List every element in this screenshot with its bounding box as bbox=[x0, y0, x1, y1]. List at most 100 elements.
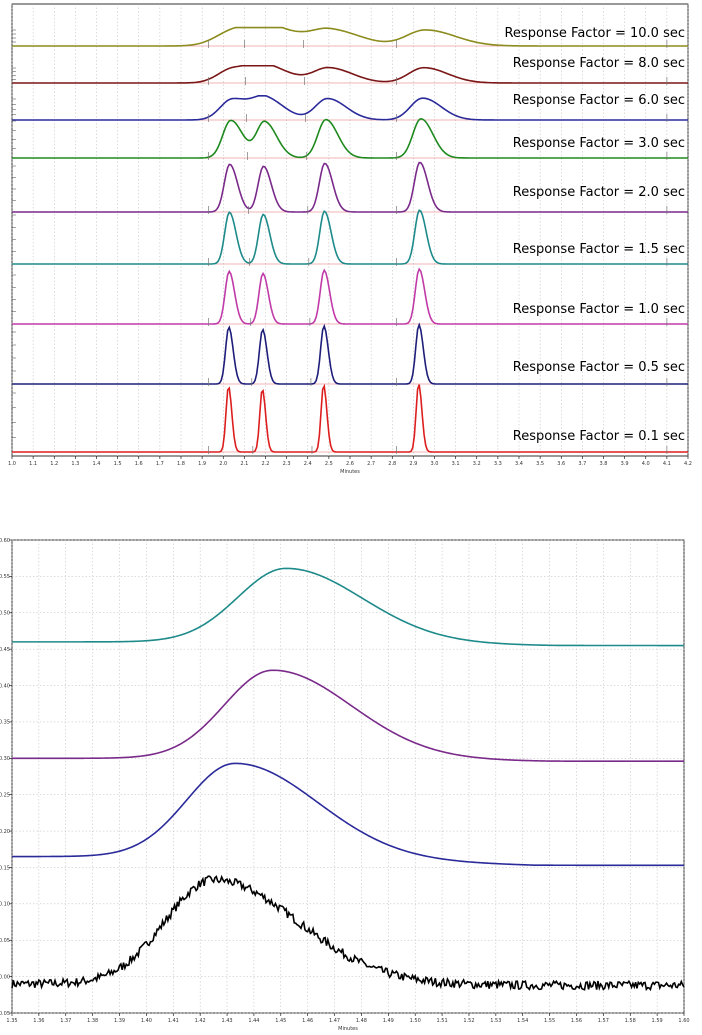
x-tick-label: 1.1 bbox=[29, 461, 37, 467]
y-tick-label: 0.10 bbox=[0, 902, 10, 908]
trace-response-factor-6-0-sec: Response Factor = 6.0 sec bbox=[12, 93, 688, 122]
y-tick-label: 0.45 bbox=[0, 647, 10, 653]
x-tick-label: 1.41 bbox=[168, 1018, 179, 1024]
trace-line bbox=[12, 209, 688, 265]
x-tick-label: 1.49 bbox=[383, 1018, 394, 1024]
trace-response-factor-10-0-sec: Response Factor = 10.0 sec bbox=[12, 26, 688, 48]
x-tick-label: 1.39 bbox=[114, 1018, 125, 1024]
y-tick-label: 0.40 bbox=[0, 683, 10, 689]
trace-response-factor-1-0-sec: Response Factor = 1.0 sec bbox=[12, 267, 688, 326]
x-tick-label: 1.44 bbox=[248, 1018, 259, 1024]
x-tick-label: 1.36 bbox=[33, 1018, 44, 1024]
x-tick-label: 1.57 bbox=[598, 1018, 609, 1024]
trace-line bbox=[12, 95, 688, 121]
x-tick-label: 1.4 bbox=[93, 461, 101, 467]
x-tick-label: 1.54 bbox=[517, 1018, 528, 1024]
x-tick-label: 3.1 bbox=[452, 461, 460, 467]
x-tick-label: 1.35 bbox=[6, 1018, 17, 1024]
y-tick-label: 0.55 bbox=[0, 574, 10, 580]
x-tick-label: 4.2 bbox=[684, 461, 692, 467]
x-tick-label: 3.3 bbox=[494, 461, 502, 467]
y-tick-label: 0.50 bbox=[0, 611, 10, 617]
x-axis-title: Minutes bbox=[340, 469, 360, 475]
trace-line bbox=[11, 874, 685, 992]
x-tick-label: 1.55 bbox=[544, 1018, 555, 1024]
trace-line bbox=[12, 383, 688, 453]
trace-line bbox=[12, 161, 688, 213]
trace-line bbox=[12, 64, 688, 84]
trace-response-factor-1-5-sec: Response Factor = 1.5 sec bbox=[12, 209, 688, 266]
plot-frame bbox=[11, 3, 689, 457]
x-tick-label: 1.5 bbox=[114, 461, 122, 467]
x-tick-label: 3.4 bbox=[515, 461, 523, 467]
zoomed-peak-chart: 1.35 1.36 1.37 1.38 1.39 1.40 1.41 1.42 1.43 1.44… bbox=[0, 538, 690, 1032]
response-factor-label: Response Factor = 8.0 sec bbox=[513, 56, 685, 71]
plot-frame bbox=[11, 539, 685, 1014]
x-tick-label: 2.3 bbox=[283, 461, 291, 467]
x-tick-label: 2.4 bbox=[304, 461, 312, 467]
x-tick-label: 2.8 bbox=[388, 461, 396, 467]
trace-line bbox=[12, 117, 688, 159]
x-tick-label: 1.42 bbox=[195, 1018, 206, 1024]
y-tick-label: 0.60 bbox=[0, 538, 10, 544]
x-tick-label: 2.1 bbox=[240, 461, 248, 467]
trace-response-factor-0-5-sec: Response Factor = 0.5 sec bbox=[12, 322, 688, 386]
x-tick-label: 1.7 bbox=[156, 461, 164, 467]
y-tick-label: 0.00 bbox=[0, 974, 10, 980]
trace-response-factor-8-0-sec: Response Factor = 8.0 sec bbox=[12, 56, 688, 85]
response-factor-label: Response Factor = 0.5 sec bbox=[513, 360, 685, 375]
x-tick-label: 1.59 bbox=[652, 1018, 663, 1024]
x-tick-label: 3.6 bbox=[557, 461, 565, 467]
x-tick-label: 1.8 bbox=[177, 461, 185, 467]
x-tick-label: 3.5 bbox=[536, 461, 544, 467]
response-factor-label: Response Factor = 0.1 sec bbox=[513, 429, 685, 444]
x-tick-label: 1.3 bbox=[71, 461, 79, 467]
x-tick-label: 2.2 bbox=[262, 461, 270, 467]
x-tick-label: 2.7 bbox=[367, 461, 375, 467]
y-tick-label: 0.25 bbox=[0, 792, 10, 798]
x-tick-label: 1.6 bbox=[135, 461, 143, 467]
y-tick-label: 0.20 bbox=[0, 829, 10, 835]
trace-line bbox=[12, 762, 684, 867]
trace-line bbox=[12, 567, 684, 647]
stacked-chromatogram-chart: 1.0 1.1 1.2 1.3 1.4 1.5 1.6 1.7 1.8 1.9 2.0 2.1 2.2 2… bbox=[8, 3, 692, 475]
y-tick-label: 0.05 bbox=[0, 938, 10, 944]
x-tick-label: 1.43 bbox=[221, 1018, 232, 1024]
x-tick-label: 1.48 bbox=[356, 1018, 367, 1024]
bottom-chart-panel: 1.35 1.36 1.37 1.38 1.39 1.40 1.41 1.42 1.43 1.44… bbox=[0, 530, 702, 1032]
x-tick-label: 1.2 bbox=[50, 461, 58, 467]
y-tick-label: 0.35 bbox=[0, 720, 10, 726]
x-tick-label: 1.46 bbox=[302, 1018, 313, 1024]
x-tick-label: 1.0 bbox=[8, 461, 16, 467]
response-factor-label: Response Factor = 1.0 sec bbox=[513, 302, 685, 317]
trace-response-factor-0-1-sec: Response Factor = 0.1 sec bbox=[12, 383, 688, 454]
trace-black-noisy-trace bbox=[11, 874, 685, 992]
x-tick-label: 1.51 bbox=[437, 1018, 448, 1024]
x-tick-label: 1.47 bbox=[329, 1018, 340, 1024]
x-tick-label: 1.50 bbox=[410, 1018, 421, 1024]
response-factor-label: Response Factor = 6.0 sec bbox=[513, 93, 685, 108]
response-factor-label: Response Factor = 1.5 sec bbox=[513, 242, 685, 257]
y-tick-label: -0.05 bbox=[0, 1011, 10, 1017]
trace-line bbox=[12, 26, 688, 47]
trace-purple-trace bbox=[12, 669, 684, 763]
trace-teal-trace bbox=[12, 567, 684, 647]
x-tick-label: 1.52 bbox=[463, 1018, 474, 1024]
trace-line bbox=[12, 669, 684, 763]
x-tick-label: 1.38 bbox=[87, 1018, 98, 1024]
x-tick-label: 3.7 bbox=[578, 461, 586, 467]
x-tick-label: 2.6 bbox=[346, 461, 354, 467]
x-tick-label: 3.9 bbox=[621, 461, 629, 467]
x-tick-label: 4.1 bbox=[663, 461, 671, 467]
x-tick-label: 1.45 bbox=[275, 1018, 286, 1024]
trace-navy-trace bbox=[12, 762, 684, 867]
x-tick-label: 1.9 bbox=[198, 461, 206, 467]
response-factor-label: Response Factor = 2.0 sec bbox=[513, 185, 685, 200]
x-axis-title: Minutes bbox=[338, 1026, 358, 1031]
x-tick-label: 1.40 bbox=[141, 1018, 152, 1024]
x-tick-label: 1.37 bbox=[60, 1018, 71, 1024]
x-tick-label: 3.2 bbox=[473, 461, 481, 467]
top-chart-panel: 1.0 1.1 1.2 1.3 1.4 1.5 1.6 1.7 1.8 1.9 2.0 2.1 2.2 2… bbox=[0, 0, 702, 490]
trace-line bbox=[12, 322, 688, 385]
x-tick-label: 1.53 bbox=[490, 1018, 501, 1024]
